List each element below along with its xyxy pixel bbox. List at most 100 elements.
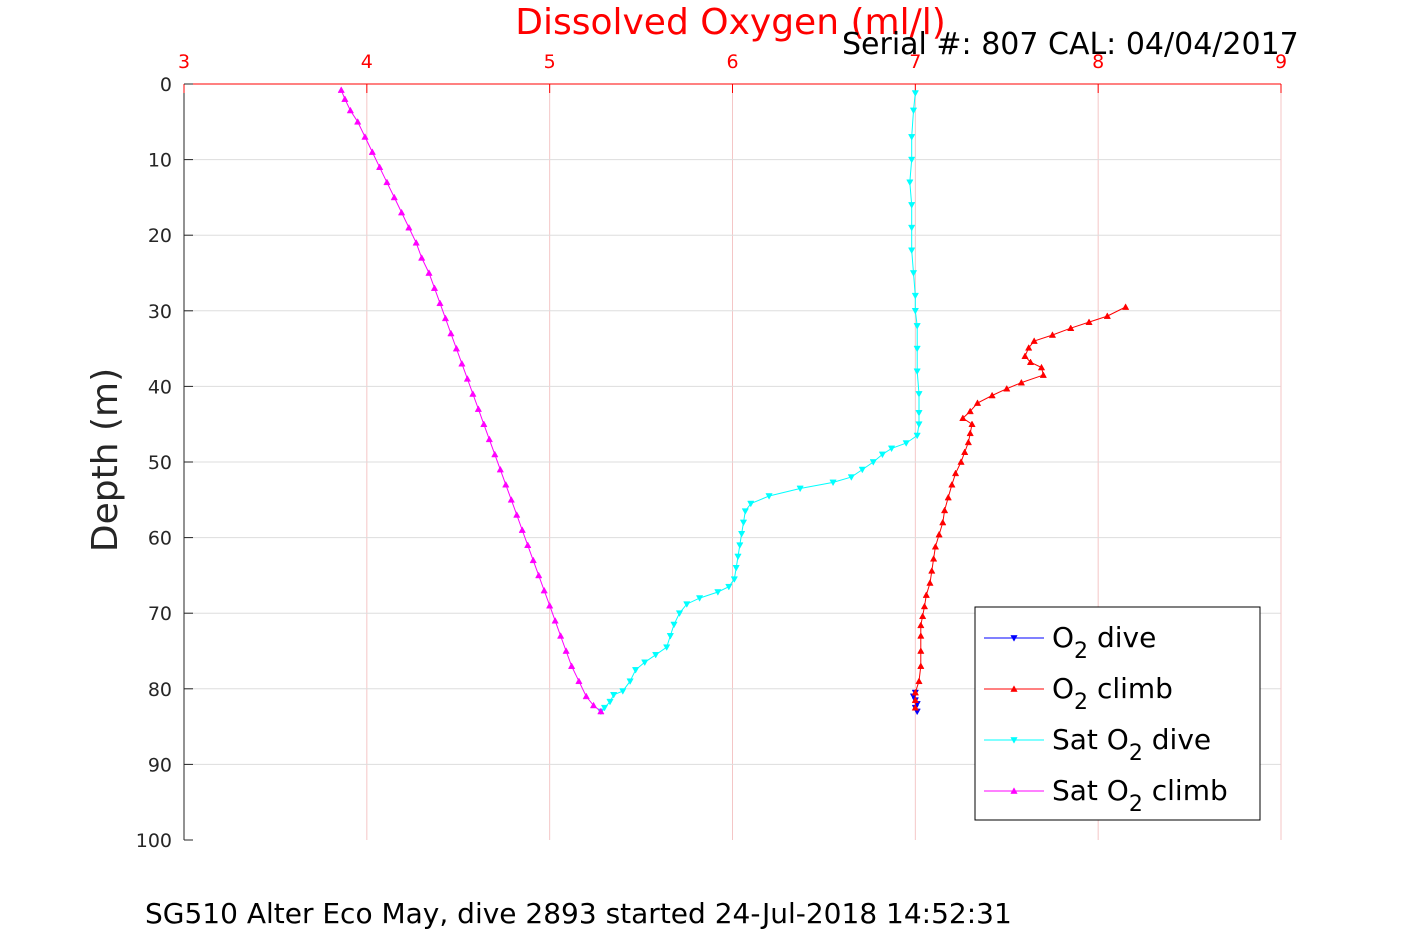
legend-subscript: 2 — [1129, 792, 1143, 817]
data-point — [948, 480, 956, 488]
data-point — [920, 602, 929, 610]
serial-cal-label: Serial #: 807 CAL: 04/04/2017 — [842, 27, 1299, 62]
data-point — [915, 421, 923, 428]
data-point — [463, 375, 472, 382]
data-point — [447, 329, 455, 337]
data-point — [935, 530, 943, 538]
data-point — [911, 696, 919, 703]
data-point — [557, 632, 565, 639]
data-point — [666, 633, 674, 640]
data-point — [738, 531, 746, 538]
data-point — [915, 677, 923, 685]
data-point — [441, 314, 450, 322]
x-tick-label: 8 — [1092, 51, 1104, 73]
y-axis-label: Depth (m) — [85, 368, 126, 552]
data-point — [917, 647, 925, 654]
data-point — [1021, 352, 1029, 359]
legend-entry: O2 climb — [1052, 672, 1173, 715]
data-point — [919, 612, 927, 620]
x-tick-label: 6 — [726, 51, 738, 73]
data-point — [911, 307, 919, 315]
data-point — [915, 410, 923, 417]
data-point — [988, 391, 996, 399]
dive-footer: SG510 Alter Eco May, dive 2893 started 2… — [145, 897, 1012, 930]
data-point — [869, 459, 877, 466]
data-point — [1026, 358, 1035, 366]
data-point — [1039, 371, 1047, 378]
data-point — [908, 202, 916, 209]
data-point — [390, 193, 398, 201]
y-tick-label: 70 — [148, 603, 172, 625]
data-point — [562, 647, 570, 654]
data-point — [929, 555, 938, 562]
data-point — [452, 344, 461, 352]
data-point — [964, 438, 972, 446]
y-tick-label: 0 — [160, 74, 172, 96]
data-point — [529, 556, 537, 564]
legend-text: Sat O — [1052, 774, 1129, 807]
y-tick-label: 100 — [136, 830, 172, 852]
data-point — [931, 542, 940, 550]
data-point — [906, 179, 914, 186]
data-point — [796, 485, 804, 493]
y-tick-label: 50 — [148, 452, 172, 474]
data-point — [714, 589, 722, 596]
data-point — [418, 254, 426, 261]
data-point — [913, 323, 921, 330]
data-point — [610, 692, 618, 699]
data-point — [957, 458, 965, 465]
data-point — [951, 469, 960, 477]
data-point — [412, 239, 420, 246]
data-point — [474, 405, 482, 412]
legend-marker — [1010, 737, 1018, 744]
data-point — [524, 541, 532, 548]
data-point — [361, 133, 369, 140]
series — [337, 86, 1130, 716]
data-point — [973, 399, 982, 406]
chart-title: Dissolved Oxygen (ml/l) — [515, 2, 946, 43]
data-point — [765, 493, 773, 500]
data-point — [829, 479, 837, 487]
data-point — [939, 518, 947, 526]
data-point — [582, 692, 590, 700]
y-tick-label: 40 — [148, 376, 172, 398]
data-point — [341, 95, 349, 102]
legend-text: O — [1052, 621, 1074, 654]
data-point — [652, 651, 660, 659]
data-point — [1067, 324, 1075, 331]
legend-text: dive — [1143, 723, 1211, 756]
data-point — [909, 107, 918, 115]
data-point — [1025, 344, 1033, 351]
y-tick-label: 10 — [148, 150, 172, 172]
legend-text: Sat O — [1052, 723, 1129, 756]
data-point — [911, 703, 919, 711]
data-point — [1103, 312, 1111, 319]
data-point — [513, 511, 521, 518]
data-point — [917, 621, 925, 629]
data-point — [430, 284, 439, 291]
data-point — [917, 632, 925, 639]
x-tick-label: 5 — [544, 51, 556, 73]
legend-subscript: 2 — [1074, 639, 1088, 664]
data-point — [346, 106, 355, 114]
data-point — [961, 448, 969, 455]
y-tick-label: 20 — [148, 225, 172, 247]
data-point — [1085, 318, 1093, 325]
x-tick-label: 3 — [178, 51, 190, 73]
data-point — [606, 698, 614, 706]
y-tick-label: 80 — [148, 679, 172, 701]
legend-text: climb — [1143, 774, 1228, 807]
legend-marker — [1010, 635, 1018, 642]
data-point — [909, 270, 918, 277]
data-point — [911, 292, 919, 300]
data-point — [567, 662, 576, 669]
legend-text: O — [1052, 672, 1074, 705]
legend-text: climb — [1088, 672, 1173, 705]
data-point — [626, 678, 634, 685]
data-point — [641, 659, 649, 667]
data-point — [911, 90, 919, 97]
data-point — [878, 451, 887, 459]
data-point — [734, 553, 742, 561]
